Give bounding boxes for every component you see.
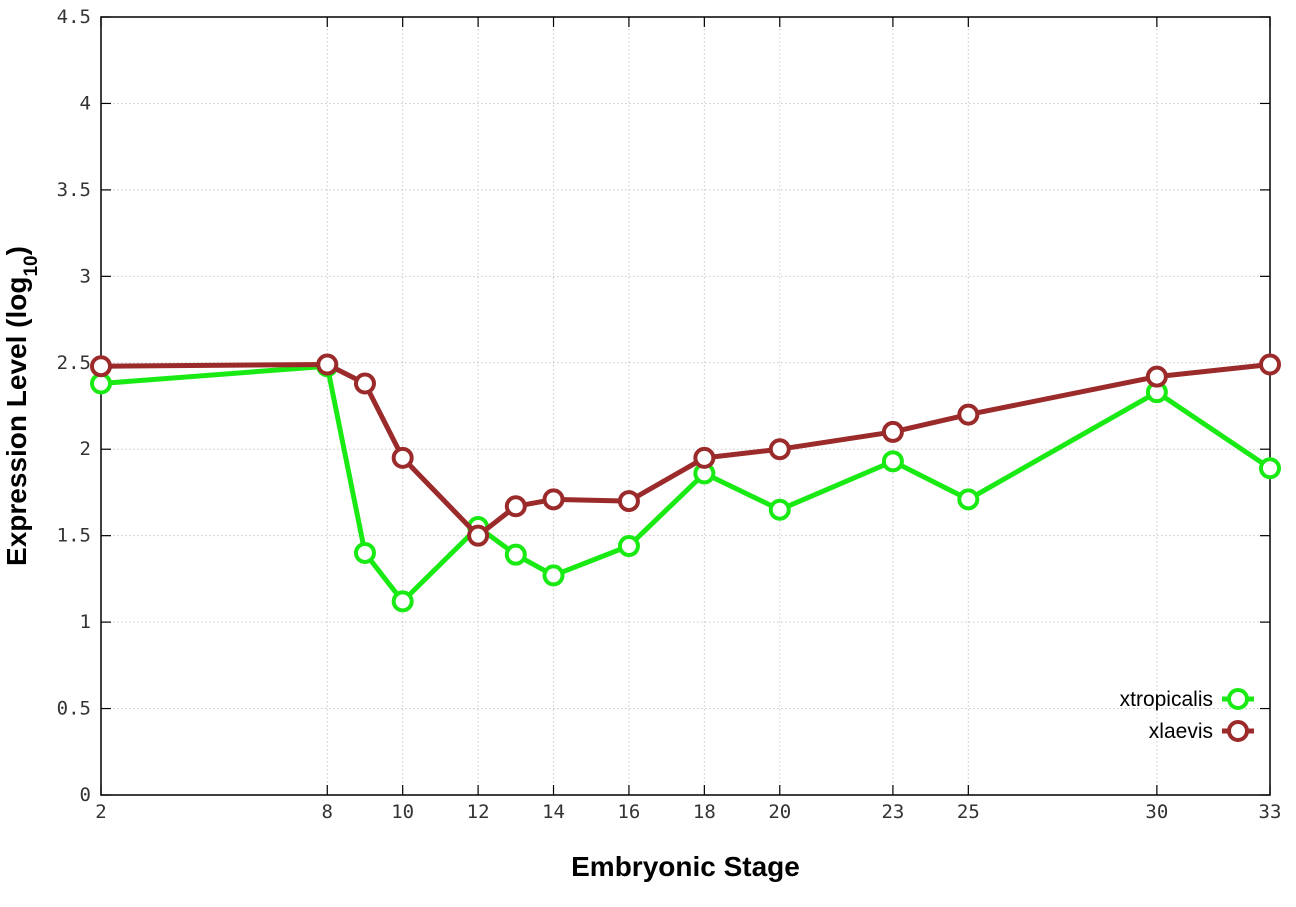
x-tick-label: 8 [322,801,333,823]
data-point-xlaevis [768,438,791,461]
y-axis-title-main: Expression Level (log [1,277,32,566]
data-point-xtropicalis [957,488,980,511]
data-point-xlaevis [1145,365,1168,388]
x-tick-label: 10 [391,801,414,823]
y-tick-label: 0.5 [57,698,91,720]
data-point-xtropicalis [881,450,904,473]
data-point-xlaevis [467,524,490,547]
data-point-xlaevis [542,488,565,511]
legend-marker-xtropicalis [1227,688,1249,710]
x-tick-label: 30 [1145,801,1168,823]
y-tick-label: 3 [80,265,91,287]
data-point-xtropicalis [617,535,640,558]
data-point-xlaevis [90,355,112,378]
x-tick-label: 23 [881,801,904,823]
series-xtropicalis [90,355,1281,613]
data-point-xtropicalis [542,564,565,587]
legend-label-xtropicalis: xtropicalis [1120,688,1213,711]
data-point-xlaevis [881,420,904,443]
x-tick-label: 18 [693,801,716,823]
y-tick-label: 1 [80,611,91,633]
data-point-xlaevis [353,372,376,395]
data-point-xlaevis [391,446,414,469]
y-tick-label: 2.5 [57,352,91,374]
series-xlaevis [90,353,1281,547]
series-line-xtropicalis [100,363,1272,604]
axis-ticks: 0 0.5 1 1.5 2 2.5 3 3.5 4 4.5 2 8 10 12 14 16 18 20 23 25 30… [57,6,1282,823]
y-axis-title: Expression Level (log10) [1,246,42,566]
y-tick-label: 4.5 [57,6,91,28]
grid-lines [101,17,1270,795]
data-point-xlaevis [957,403,980,426]
legend: xtropicalis xlaevis [1120,688,1254,743]
y-axis-title-subscript: 10 [21,255,42,276]
data-point-xtropicalis [391,590,414,613]
x-tick-label: 20 [768,801,791,823]
y-tick-label: 1.5 [57,525,91,547]
x-tick-label: 16 [617,801,640,823]
y-tick-label: 0 [80,784,91,806]
y-tick-label: 4 [80,92,91,114]
x-tick-label: 33 [1259,801,1282,823]
legend-marker-xlaevis [1227,720,1249,742]
data-point-xtropicalis [353,541,376,564]
data-point-xlaevis [1259,353,1281,376]
x-tick-label: 2 [95,801,106,823]
x-tick-label: 25 [957,801,980,823]
legend-label-xlaevis: xlaevis [1149,720,1213,743]
x-tick-label: 12 [467,801,490,823]
data-point-xlaevis [617,490,640,513]
y-tick-label: 2 [80,438,91,460]
x-tick-label: 14 [542,801,565,823]
plot-frame [100,16,1271,796]
data-point-xlaevis [693,446,716,469]
series-line-xlaevis [100,362,1271,539]
data-point-xtropicalis [768,498,791,521]
data-point-xlaevis [316,353,339,376]
data-point-xlaevis [504,495,527,518]
y-axis-title-close: ) [1,246,32,255]
series-lines [90,353,1281,613]
data-point-xtropicalis [1259,457,1281,480]
data-point-xtropicalis [504,543,527,566]
x-axis-title: Embryonic Stage [571,851,800,882]
y-tick-label: 3.5 [57,179,91,201]
